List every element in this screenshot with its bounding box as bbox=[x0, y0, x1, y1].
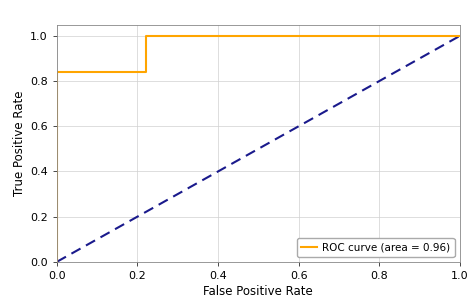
X-axis label: False Positive Rate: False Positive Rate bbox=[203, 285, 313, 298]
Legend: ROC curve (area = 0.96): ROC curve (area = 0.96) bbox=[297, 238, 455, 257]
Y-axis label: True Positive Rate: True Positive Rate bbox=[13, 91, 26, 196]
